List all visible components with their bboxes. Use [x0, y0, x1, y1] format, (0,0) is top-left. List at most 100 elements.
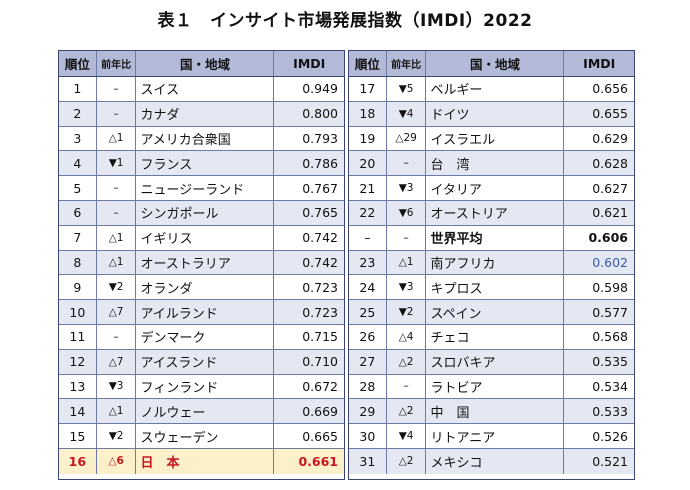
country-cell: ニュージーランド: [136, 176, 275, 200]
value-cell: 0.628: [592, 155, 628, 171]
value-cell: 0.949: [302, 81, 338, 97]
change-cell: ▼1: [97, 151, 137, 176]
change-cell: ▼3: [97, 374, 137, 399]
value-cell: 0.786: [302, 155, 338, 171]
value-cell: 0.568: [592, 329, 628, 345]
country-cell: オーストリア: [426, 200, 565, 225]
change-cell: △2: [387, 349, 427, 374]
country-cell: アイスランド: [136, 349, 275, 374]
change-cell: ▼5: [387, 77, 427, 101]
value-cell: 0.765: [302, 205, 338, 221]
change-cell: △6: [97, 448, 137, 474]
change-cell: △29: [387, 126, 427, 151]
table-row: 22 ▼6 オーストリア 0.621: [349, 200, 634, 226]
country-cell: 日 本: [136, 448, 275, 474]
country-cell: 台 湾: [426, 151, 565, 176]
rank-cell: 17: [349, 77, 387, 101]
country-cell: スイス: [136, 77, 275, 101]
country-cell: オーストラリア: [136, 250, 275, 275]
rank-cell: 1: [59, 77, 97, 101]
change-cell: –: [387, 151, 427, 176]
rank-cell: 30: [349, 424, 387, 448]
table-row: 20– 台 湾 0.628: [349, 151, 634, 177]
rank-cell: 9: [59, 275, 97, 300]
table-row: 1– スイス 0.949: [59, 77, 344, 102]
ranking-table-right: 順位 前年比 国・地域 IMDI 17 ▼5 ベルギー 0.656 18 ▼4 ドイツ 0.6…: [348, 50, 635, 480]
header-country: 国・地域: [426, 51, 565, 76]
change-cell: △7: [97, 300, 137, 324]
table-row: 4 ▼1 フランス 0.786: [59, 151, 344, 177]
header-rank: 順位: [349, 51, 387, 76]
change-cell: –: [97, 324, 137, 349]
country-cell: ドイツ: [426, 101, 565, 126]
header-row: 順位 前年比 国・地域 IMDI: [349, 51, 634, 77]
table-row: 23 △1 南アフリカ 0.602: [349, 250, 634, 276]
country-cell: フランス: [136, 151, 275, 176]
country-cell: スウェーデン: [136, 424, 275, 448]
rank-cell: 25: [349, 300, 387, 324]
table-row: 25 ▼2 スペイン 0.577: [349, 300, 634, 325]
table-row: 5– ニュージーランド 0.767: [59, 176, 344, 201]
country-cell: デンマーク: [136, 324, 275, 349]
rank-cell: 2: [59, 101, 97, 126]
change-cell: △4: [387, 324, 427, 349]
header-value: IMDI: [293, 56, 326, 71]
change-cell: ▼2: [97, 275, 137, 300]
change-cell: ▼2: [387, 300, 427, 324]
value-cell: 0.521: [592, 453, 628, 469]
table-row: 16 △6 日 本 0.661: [59, 448, 344, 474]
table-row: 17 ▼5 ベルギー 0.656: [349, 77, 634, 102]
change-cell: ▼4: [387, 424, 427, 448]
table-row: 12 △7 アイスランド 0.710: [59, 349, 344, 375]
rank-cell: 15: [59, 424, 97, 448]
country-cell: イスラエル: [426, 126, 565, 151]
rank-cell: 19: [349, 126, 387, 151]
table-title: 表１ インサイト市場発展指数（IMDI）2022: [157, 11, 533, 31]
value-cell: 0.669: [302, 403, 338, 419]
country-cell: ノルウェー: [136, 399, 275, 424]
country-cell: ラトビア: [426, 374, 565, 399]
rank-cell: 6: [59, 200, 97, 225]
value-cell: 0.742: [302, 254, 338, 270]
rank-cell: 28: [349, 374, 387, 399]
change-cell: △1: [97, 250, 137, 275]
table-row: 8 △1 オーストラリア 0.742: [59, 250, 344, 276]
table-row: 9 ▼2 オランダ 0.723: [59, 275, 344, 301]
rank-cell: 23: [349, 250, 387, 275]
value-cell: 0.800: [302, 106, 338, 122]
value-cell: 0.577: [592, 304, 628, 320]
rank-cell: 5: [59, 176, 97, 200]
country-cell: オランダ: [136, 275, 275, 300]
table-row: 29 △2 中 国 0.533: [349, 399, 634, 425]
country-cell: キプロス: [426, 275, 565, 300]
table-row: 11– デンマーク 0.715: [59, 324, 344, 350]
rank-cell: 11: [59, 324, 97, 349]
change-cell: –: [97, 101, 137, 126]
country-cell: スロバキア: [426, 349, 565, 374]
rank-cell: 8: [59, 250, 97, 275]
table-row: 13 ▼3 フィンランド 0.672: [59, 374, 344, 400]
rank-cell: 10: [59, 300, 97, 324]
country-cell: 中 国: [426, 399, 565, 424]
value-cell: 0.598: [592, 279, 628, 295]
change-cell: –: [387, 374, 427, 399]
table-row: 14 △1 ノルウェー 0.669: [59, 399, 344, 425]
country-cell: アイルランド: [136, 300, 275, 324]
value-cell: 0.661: [298, 453, 338, 469]
value-cell: 0.621: [592, 205, 628, 221]
value-cell: 0.629: [592, 130, 628, 146]
rank-cell: 12: [59, 349, 97, 374]
header-change: 前年比: [97, 51, 137, 76]
change-cell: △1: [97, 399, 137, 424]
country-cell: フィンランド: [136, 374, 275, 399]
change-cell: –: [387, 225, 427, 250]
country-cell: スペイン: [426, 300, 565, 324]
header-value: IMDI: [583, 56, 616, 71]
change-cell: ▼3: [387, 176, 427, 200]
value-cell: 0.535: [592, 354, 628, 370]
change-cell: ▼6: [387, 200, 427, 225]
value-cell: 0.602: [592, 254, 628, 270]
change-cell: △7: [97, 349, 137, 374]
country-cell: ベルギー: [426, 77, 565, 101]
value-cell: 0.710: [302, 354, 338, 370]
